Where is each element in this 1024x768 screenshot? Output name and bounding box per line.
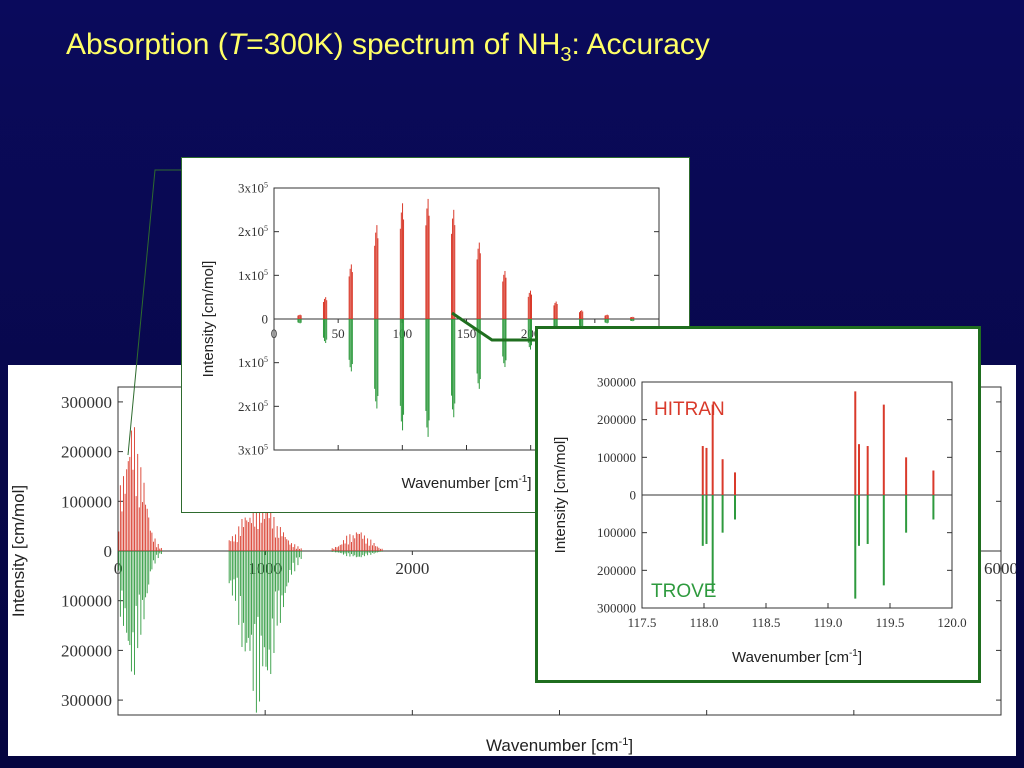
x-tick-label: 118.5 — [752, 615, 781, 630]
y-axis-label: Intensity [cm/mol] — [9, 485, 28, 617]
y-tick-label: 300000 — [597, 601, 636, 616]
x-tick-label: 117.5 — [628, 615, 657, 630]
series-hitran — [701, 391, 935, 495]
y-tick-label: 300000 — [597, 375, 636, 390]
y-tick-label: 100000 — [61, 592, 112, 611]
title-prefix: Absorption ( — [66, 28, 228, 61]
series-hitran — [297, 198, 635, 319]
y-tick-label: 200000 — [61, 443, 112, 462]
x-tick-label: 118.0 — [690, 615, 719, 630]
y-tick-label: 300000 — [61, 691, 112, 710]
y-axis-label: Intensity [cm/mol] — [200, 261, 217, 378]
y-tick-label: 0 — [104, 542, 113, 561]
x-tick-label: 6000 — [984, 559, 1016, 578]
x-tick-label: 0 — [114, 559, 123, 578]
inset-connector-line — [127, 169, 181, 456]
title-suffix: : Accuracy — [571, 28, 710, 61]
title-middle: =300K) spectrum of NH — [246, 28, 561, 61]
x-tick-label: 2000 — [395, 559, 429, 578]
y-tick-label: 2x105 — [238, 224, 268, 239]
y-tick-label: 3x105 — [238, 443, 268, 458]
y-tick-label: 200000 — [61, 641, 112, 660]
series-hitran — [118, 427, 383, 551]
y-tick-label: 2x105 — [238, 399, 268, 414]
series-label-hitran: HITRAN — [654, 399, 725, 420]
title-italic-t: T — [227, 28, 247, 61]
y-axis-label: Intensity [cm/mol] — [552, 437, 569, 554]
y-tick-label: 1x105 — [238, 355, 268, 370]
rotational-inset-chart: 3x1052x1051x10501x1052x1053x105050100150… — [200, 181, 660, 492]
y-tick-label: 100000 — [61, 492, 112, 511]
zoom-inset-panel: 300000 200000 100000 0 100000 200000 300000 117… — [535, 326, 981, 683]
zoom-inset-chart: 3000002000001000000100000200000300000117… — [552, 375, 967, 666]
series-trove — [297, 319, 635, 437]
y-tick-label: 1x105 — [238, 268, 268, 283]
y-tick-label: 100000 — [597, 450, 636, 465]
series-trove — [118, 551, 383, 713]
y-tick-label: 0 — [630, 488, 637, 503]
x-axis-label: Wavenumber [cm-1] — [732, 648, 862, 666]
y-tick-label: 3x105 — [238, 181, 268, 196]
y-tick-label: 100000 — [597, 525, 636, 540]
x-tick-label: 119.0 — [814, 615, 843, 630]
x-tick-label: 150 — [457, 326, 477, 341]
x-tick-label: 0 — [271, 326, 278, 341]
y-tick-label: 200000 — [597, 563, 636, 578]
y-tick-label: 0 — [262, 312, 269, 327]
zoom-connector-line — [451, 311, 535, 342]
slide-title: Absorption (T=300K) spectrum of NH3: Acc… — [66, 28, 710, 67]
x-axis-label: Wavenumber [cm-1] — [486, 736, 633, 755]
series-trove — [701, 495, 935, 599]
x-tick-label: 50 — [332, 326, 345, 341]
x-tick-label: 119.5 — [876, 615, 905, 630]
y-tick-label: 200000 — [597, 412, 636, 427]
x-tick-label: 120.0 — [937, 615, 966, 630]
title-subscript: 3 — [560, 44, 572, 66]
x-axis-label: Wavenumber [cm-1] — [401, 474, 531, 492]
y-tick-label: 300000 — [61, 393, 112, 412]
series-label-trove: TROVE — [651, 581, 716, 602]
